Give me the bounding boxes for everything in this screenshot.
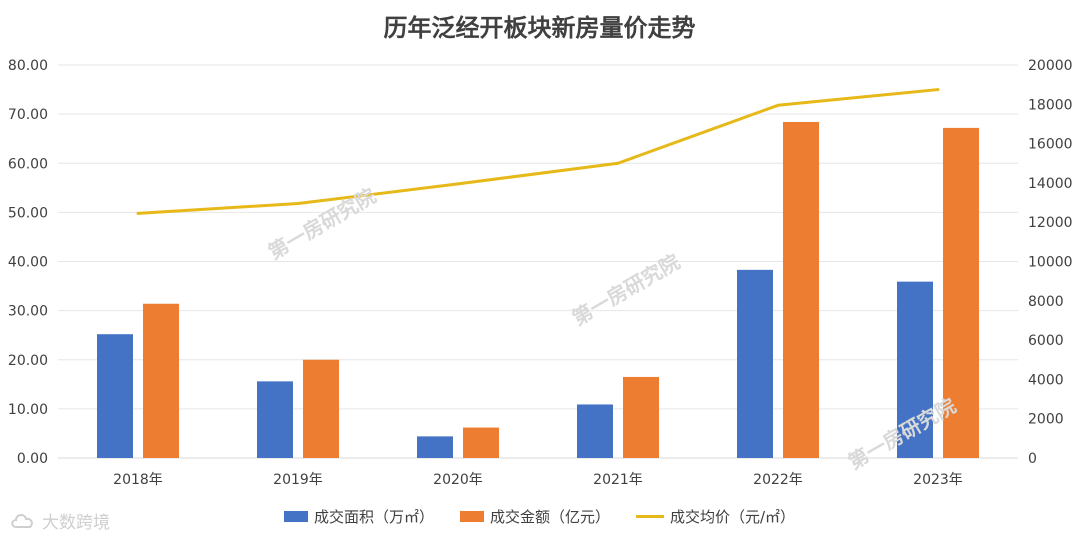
y-right-tick-label: 10000 — [1028, 255, 1073, 271]
brand-text: 大数跨境 — [42, 513, 110, 533]
y-left-tick-label: 30.00 — [8, 304, 48, 320]
bar — [783, 121, 819, 459]
legend-label-area: 成交面积（万㎡） — [313, 508, 434, 526]
line-point — [296, 202, 300, 206]
bar — [463, 427, 499, 458]
y-right-tick-label: 14000 — [1028, 176, 1073, 192]
x-tick-label: 2023年 — [913, 472, 963, 488]
x-tick-label: 2019年 — [273, 472, 323, 488]
bar — [97, 334, 133, 458]
bar — [257, 381, 293, 458]
chart-title: 历年泛经开板块新房量价走势 — [383, 14, 696, 42]
bar — [417, 436, 453, 458]
y-left-tick-label: 80.00 — [8, 58, 48, 74]
y-left-tick-label: 70.00 — [8, 107, 48, 123]
legend-item-price: 成交均价（元/㎡） — [635, 506, 796, 527]
bar — [577, 404, 613, 458]
y-left-tick-label: 40.00 — [8, 255, 48, 271]
line-point — [616, 161, 620, 165]
legend: 成交面积（万㎡） 成交金额（亿元） 成交均价（元/㎡） — [0, 506, 1079, 527]
cloud-logo-icon — [11, 513, 33, 528]
legend-swatch-price — [635, 515, 664, 518]
legend-item-area: 成交面积（万㎡） — [283, 506, 434, 527]
x-tick-label: 2022年 — [753, 472, 803, 488]
y-right-tick-label: 20000 — [1028, 58, 1073, 74]
legend-swatch-amount — [459, 511, 484, 522]
y-right-tick-label: 2000 — [1028, 412, 1064, 428]
line-point — [936, 88, 940, 92]
legend-label-amount: 成交金额（亿元） — [489, 508, 610, 526]
y-left-tick-label: 0.00 — [17, 451, 48, 467]
legend-item-amount: 成交金额（亿元） — [459, 506, 610, 527]
line-point — [776, 103, 780, 107]
legend-swatch-area — [283, 511, 308, 522]
bar — [897, 281, 933, 458]
y-left-tick-label: 50.00 — [8, 205, 48, 221]
x-tick-label: 2018年 — [113, 472, 163, 488]
y-right-tick-label: 18000 — [1028, 97, 1073, 113]
bar — [303, 359, 339, 458]
x-tick-label: 2021年 — [593, 472, 643, 488]
bar — [143, 303, 179, 458]
y-left-tick-label: 10.00 — [8, 402, 48, 418]
line-point — [136, 211, 140, 215]
y-right-tick-label: 8000 — [1028, 294, 1064, 310]
legend-label-price: 成交均价（元/㎡） — [669, 508, 796, 526]
y-right-tick-label: 4000 — [1028, 372, 1064, 388]
y-left-tick-label: 60.00 — [8, 156, 48, 172]
y-right-tick-label: 6000 — [1028, 333, 1064, 349]
bar — [943, 127, 979, 458]
y-left-tick-label: 20.00 — [8, 353, 48, 369]
y-right-tick-label: 0 — [1028, 451, 1037, 467]
bar — [623, 376, 659, 458]
x-tick-label: 2020年 — [433, 472, 483, 488]
line-point — [456, 182, 460, 186]
y-right-tick-label: 12000 — [1028, 215, 1073, 231]
bar — [737, 269, 773, 458]
brand-watermark: 大数跨境 — [10, 508, 110, 533]
line-series — [137, 88, 939, 215]
y-right-tick-label: 16000 — [1028, 137, 1073, 153]
